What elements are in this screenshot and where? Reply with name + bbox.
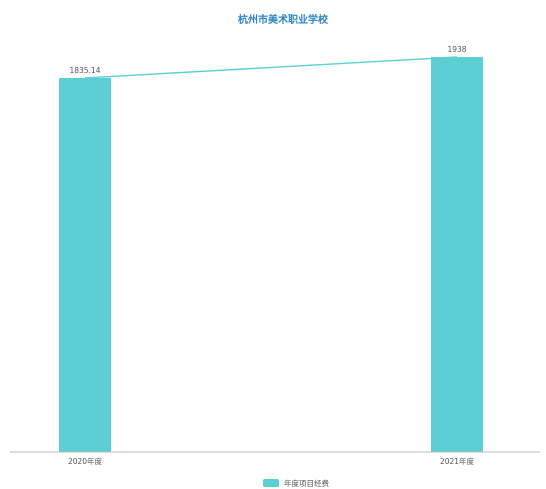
bar-2020年度[interactable] bbox=[59, 77, 111, 453]
legend-label[interactable]: 年度项目经费 bbox=[284, 478, 329, 488]
series-line bbox=[84, 56, 458, 79]
x-tick-label-2020年度: 2020年度 bbox=[68, 456, 103, 466]
plot-area: 1835.14 2020年度 1938 2021年度 bbox=[10, 45, 540, 466]
data-label-2020年度: 1835.14 bbox=[69, 66, 100, 75]
data-label-2021年度: 1938 bbox=[447, 45, 466, 54]
bar-2021年度[interactable] bbox=[431, 57, 483, 452]
legend-swatch[interactable] bbox=[263, 479, 279, 487]
x-tick-label-2021年度: 2021年度 bbox=[440, 456, 475, 466]
chart-title: 杭州市美术职业学校 bbox=[238, 13, 329, 26]
legend[interactable]: 年度项目经费 bbox=[263, 478, 329, 488]
